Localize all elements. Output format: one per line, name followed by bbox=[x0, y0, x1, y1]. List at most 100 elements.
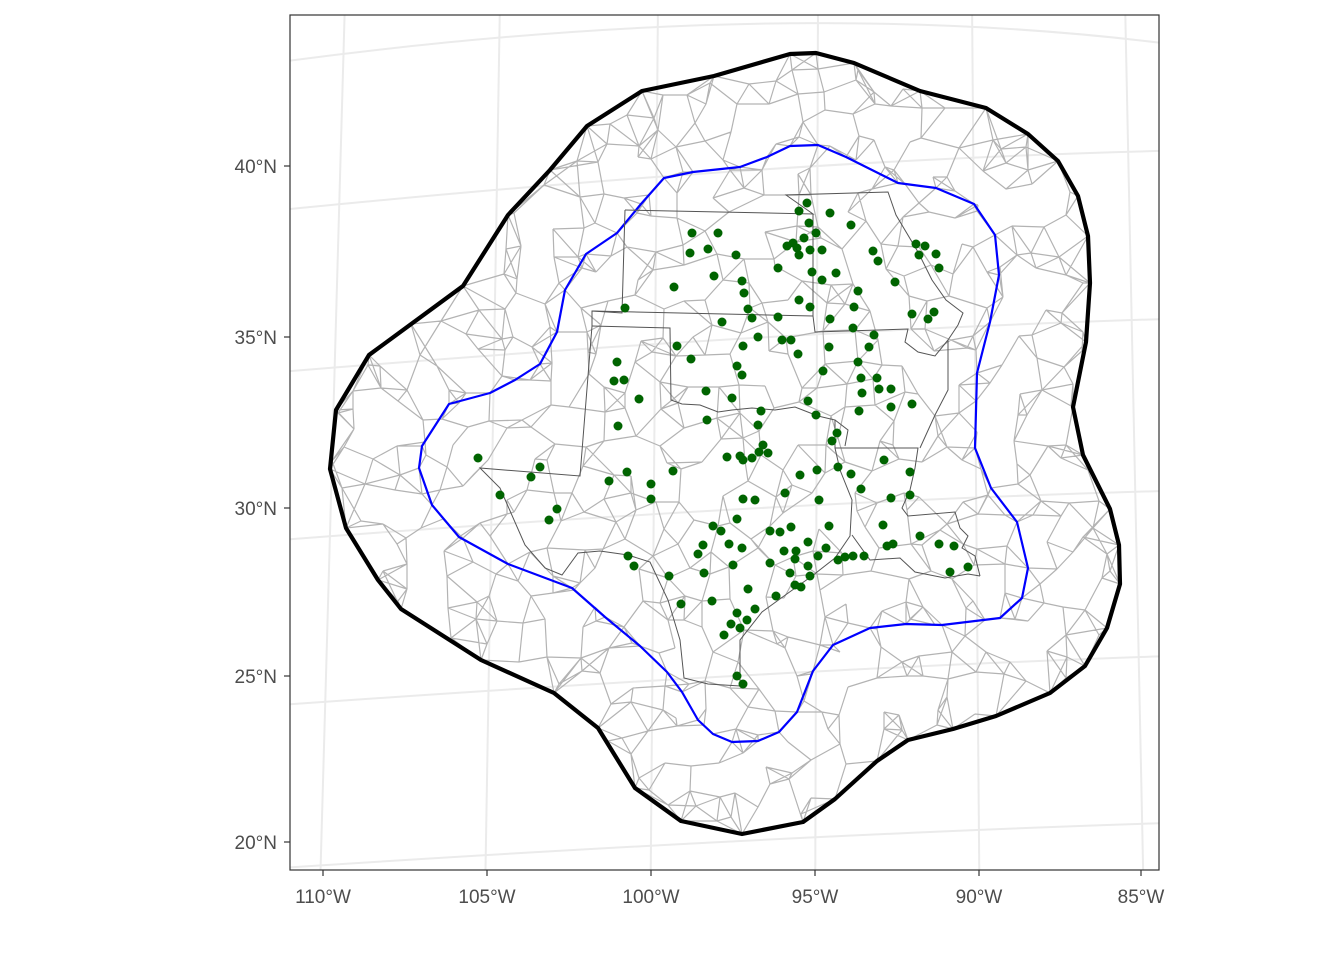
lat-label: 35°N bbox=[235, 328, 277, 349]
station-point bbox=[727, 393, 737, 403]
station-point bbox=[771, 591, 781, 601]
station-point bbox=[857, 388, 867, 398]
station-point bbox=[526, 472, 536, 482]
inner-boundary bbox=[417, 143, 1030, 744]
station-point bbox=[728, 560, 738, 570]
station-point bbox=[878, 520, 888, 530]
station-point bbox=[869, 330, 879, 340]
station-point bbox=[731, 250, 741, 260]
station-point bbox=[907, 309, 917, 319]
station-point bbox=[738, 341, 748, 351]
station-point bbox=[805, 571, 815, 581]
station-point bbox=[672, 341, 682, 351]
station-point bbox=[795, 470, 805, 480]
station-point bbox=[738, 679, 748, 689]
station-point bbox=[792, 243, 802, 253]
station-point bbox=[693, 549, 703, 559]
station-point bbox=[750, 495, 760, 505]
station-point bbox=[886, 402, 896, 412]
station-point bbox=[763, 448, 773, 458]
station-point bbox=[848, 551, 858, 561]
station-point bbox=[646, 479, 656, 489]
station-point bbox=[794, 206, 804, 216]
station-point bbox=[777, 335, 787, 345]
station-point bbox=[825, 314, 835, 324]
station-point bbox=[824, 521, 834, 531]
station-point bbox=[945, 567, 955, 577]
lon-label: 105°W bbox=[458, 887, 515, 908]
station-point bbox=[888, 539, 898, 549]
station-point bbox=[738, 494, 748, 504]
station-point bbox=[765, 558, 775, 568]
station-point bbox=[737, 370, 747, 380]
lon-label: 90°W bbox=[956, 887, 1003, 908]
station-point bbox=[812, 465, 822, 475]
station-point bbox=[676, 599, 686, 609]
station-point bbox=[905, 467, 915, 477]
station-point bbox=[732, 361, 742, 371]
station-point bbox=[786, 335, 796, 345]
station-point bbox=[750, 604, 760, 614]
station-point bbox=[849, 302, 859, 312]
station-point bbox=[805, 302, 815, 312]
station-point bbox=[818, 366, 828, 376]
station-point bbox=[742, 615, 752, 625]
station-point bbox=[963, 562, 973, 572]
station-point bbox=[811, 228, 821, 238]
station-point bbox=[886, 493, 896, 503]
station-point bbox=[780, 488, 790, 498]
station-point bbox=[713, 228, 723, 238]
station-point bbox=[739, 288, 749, 298]
station-point bbox=[799, 233, 809, 243]
station-point bbox=[758, 440, 768, 450]
station-point bbox=[619, 375, 629, 385]
lon-label: 100°W bbox=[622, 887, 679, 908]
station-point bbox=[495, 490, 505, 500]
station-point bbox=[738, 455, 748, 465]
station-point bbox=[604, 476, 614, 486]
station-point bbox=[796, 582, 806, 592]
station-point bbox=[724, 539, 734, 549]
station-point bbox=[794, 250, 804, 260]
station-point bbox=[833, 555, 843, 565]
station-point bbox=[629, 561, 639, 571]
station-point bbox=[753, 332, 763, 342]
station-point bbox=[859, 551, 869, 561]
station-point bbox=[802, 198, 812, 208]
station-point bbox=[915, 531, 925, 541]
station-point bbox=[743, 304, 753, 314]
station-point bbox=[807, 267, 817, 277]
station-point bbox=[827, 436, 837, 446]
station-point bbox=[717, 317, 727, 327]
station-point bbox=[773, 312, 783, 322]
station-point bbox=[722, 452, 732, 462]
station-point bbox=[791, 546, 801, 556]
station-point bbox=[620, 303, 630, 313]
station-point bbox=[613, 421, 623, 431]
panel-border bbox=[289, 14, 1160, 871]
station-point bbox=[949, 541, 959, 551]
station-point bbox=[853, 286, 863, 296]
station-point bbox=[868, 246, 878, 256]
station-point bbox=[864, 342, 874, 352]
station-point bbox=[848, 323, 858, 333]
lat-label: 30°N bbox=[235, 499, 277, 520]
station-point bbox=[824, 342, 834, 352]
station-point bbox=[698, 540, 708, 550]
station-point bbox=[856, 373, 866, 383]
graticule bbox=[290, 15, 1159, 870]
station-point bbox=[804, 218, 814, 228]
station-point bbox=[737, 276, 747, 286]
station-point bbox=[811, 410, 821, 420]
station-point bbox=[785, 568, 795, 578]
station-point bbox=[879, 455, 889, 465]
lat-label: 25°N bbox=[235, 667, 277, 688]
station-point bbox=[756, 406, 766, 416]
station-point bbox=[646, 494, 656, 504]
lat-label: 40°N bbox=[235, 157, 277, 178]
station-point bbox=[832, 428, 842, 438]
station-point bbox=[707, 596, 717, 606]
station-point bbox=[732, 671, 742, 681]
station-point bbox=[732, 608, 742, 618]
station-point bbox=[907, 399, 917, 409]
